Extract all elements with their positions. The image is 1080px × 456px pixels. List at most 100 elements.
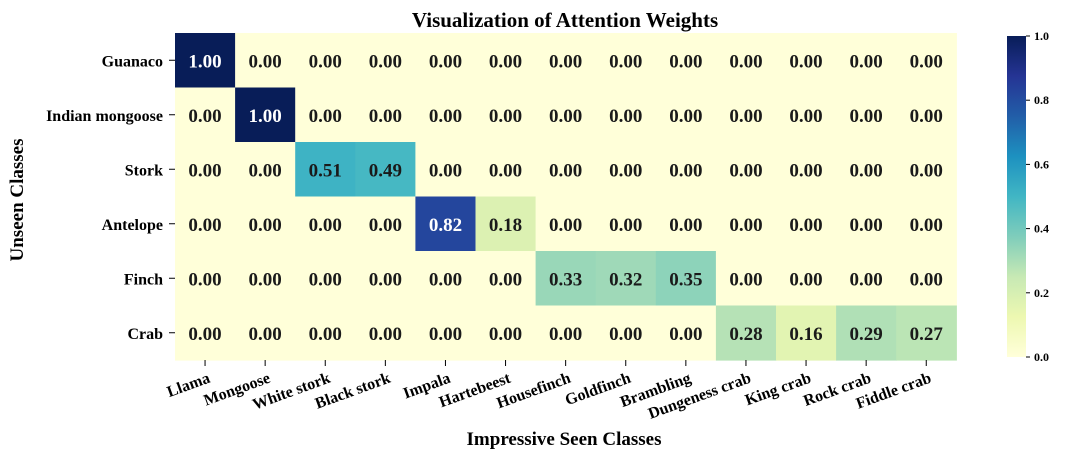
cell-value-label: 0.00 (669, 215, 702, 236)
heatmap-cell (655, 142, 717, 198)
cell-value-label: 0.00 (249, 51, 282, 72)
heatmap-cell (715, 87, 777, 143)
x-tick-label: King crab (743, 370, 814, 410)
heatmap-cell (415, 251, 477, 307)
cell-value-label: 1.00 (249, 106, 282, 127)
heatmap-cell (595, 142, 657, 198)
heatmap-cell (715, 33, 777, 89)
cell-value-label: 0.00 (549, 106, 582, 127)
cell-value-label: 0.00 (609, 51, 642, 72)
heatmap-cell (535, 87, 597, 143)
heatmap-cell (535, 196, 597, 252)
cell-value-label: 0.00 (549, 51, 582, 72)
heatmap-cell (535, 142, 597, 198)
heatmap-cell (355, 305, 416, 361)
cell-value-label: 0.00 (910, 51, 943, 72)
heatmap-cell (295, 33, 356, 89)
cell-value-label: 0.00 (789, 106, 822, 127)
y-tick-labels: Guanaco Indian mongoose Stork Antelope Finch… (46, 53, 175, 343)
heatmap-cell (595, 251, 657, 307)
cell-value-label: 0.00 (549, 324, 582, 345)
cell-value-label: 0.18 (489, 215, 522, 236)
cell-value-label: 0.00 (729, 215, 762, 236)
cell-value-label: 0.00 (609, 106, 642, 127)
heatmap-cell (595, 87, 657, 143)
cell-value-label: 0.00 (429, 160, 462, 181)
cell-value-label: 0.00 (789, 215, 822, 236)
cell-value-label: 0.00 (309, 324, 342, 345)
cell-value-label: 0.00 (249, 215, 282, 236)
cell-value-label: 0.00 (249, 160, 282, 181)
heatmap-cell (535, 251, 597, 307)
heatmap-cell (475, 196, 537, 252)
cell-value-label: 0.00 (249, 324, 282, 345)
heatmap-cell (415, 196, 477, 252)
heatmap-cell (896, 87, 957, 143)
cell-value-label: 0.00 (850, 106, 883, 127)
heatmap-cell (175, 196, 236, 252)
cell-value-label: 0.00 (429, 269, 462, 290)
cell-value-label: 0.00 (669, 324, 702, 345)
cell-value-label: 0.28 (729, 324, 762, 345)
heatmap-cell (415, 87, 477, 143)
heatmap-cell (475, 305, 537, 361)
cell-value-label: 0.82 (429, 215, 462, 236)
cell-value-label: 0.00 (609, 324, 642, 345)
cell-value-label: 0.00 (729, 160, 762, 181)
heatmap-cell (595, 33, 657, 89)
cell-value-label: 0.00 (188, 106, 221, 127)
heatmap-cell (655, 33, 717, 89)
heatmap-cell (836, 251, 897, 307)
heatmap-cell (655, 87, 717, 143)
heatmap-cell (715, 142, 777, 198)
y-tick-label: Antelope (102, 217, 163, 234)
heatmap-cell (475, 142, 537, 198)
cell-value-label: 0.00 (369, 106, 402, 127)
cell-value-label: 0.16 (789, 324, 822, 345)
cell-value-label: 0.35 (669, 269, 702, 290)
heatmap-cell (175, 87, 236, 143)
heatmap-cell (836, 305, 897, 361)
heatmap-cell (175, 33, 236, 89)
colorbar-tick-label: 0.2 (1034, 286, 1049, 300)
heatmap-cell (595, 196, 657, 252)
cell-value-label: 0.00 (789, 269, 822, 290)
heatmap-cell (295, 142, 356, 198)
heatmap-cell (715, 196, 777, 252)
cell-value-label: 0.00 (188, 269, 221, 290)
y-tick-label: Finch (124, 271, 163, 288)
colorbar-tick-label: 0.0 (1034, 350, 1049, 364)
heatmap-cell (235, 33, 296, 89)
cell-value-label: 0.00 (489, 106, 522, 127)
cell-value-label: 0.00 (729, 269, 762, 290)
cell-value-label: 0.00 (188, 215, 221, 236)
cell-value-label: 0.00 (249, 269, 282, 290)
cell-value-label: 0.00 (369, 269, 402, 290)
y-tick-label: Indian mongoose (46, 108, 163, 125)
colorbar-tick-label: 0.8 (1034, 93, 1049, 107)
heatmap-cell (175, 251, 236, 307)
heatmap-cell (655, 196, 717, 252)
cell-value-label: 0.00 (489, 160, 522, 181)
cell-value-label: 0.00 (489, 51, 522, 72)
heatmap-cell (836, 142, 897, 198)
cell-value-label: 0.00 (429, 51, 462, 72)
heatmap-cell (295, 87, 356, 143)
cell-value-label: 0.00 (309, 106, 342, 127)
cell-value-label: 0.00 (669, 106, 702, 127)
heatmap-cell (295, 196, 356, 252)
cell-value-label: 0.51 (309, 160, 342, 181)
heatmap-cell (175, 142, 236, 198)
cell-value-label: 0.32 (609, 269, 642, 290)
cell-value-label: 0.29 (850, 324, 883, 345)
cell-value-label: 0.00 (309, 215, 342, 236)
cell-value-label: 0.00 (188, 160, 221, 181)
heatmap-cell (715, 305, 777, 361)
heatmap-cell (836, 196, 897, 252)
heatmap-cell (535, 33, 597, 89)
heatmap-cell (776, 196, 837, 252)
cell-value-label: 0.00 (429, 324, 462, 345)
cell-value-label: 0.00 (309, 269, 342, 290)
